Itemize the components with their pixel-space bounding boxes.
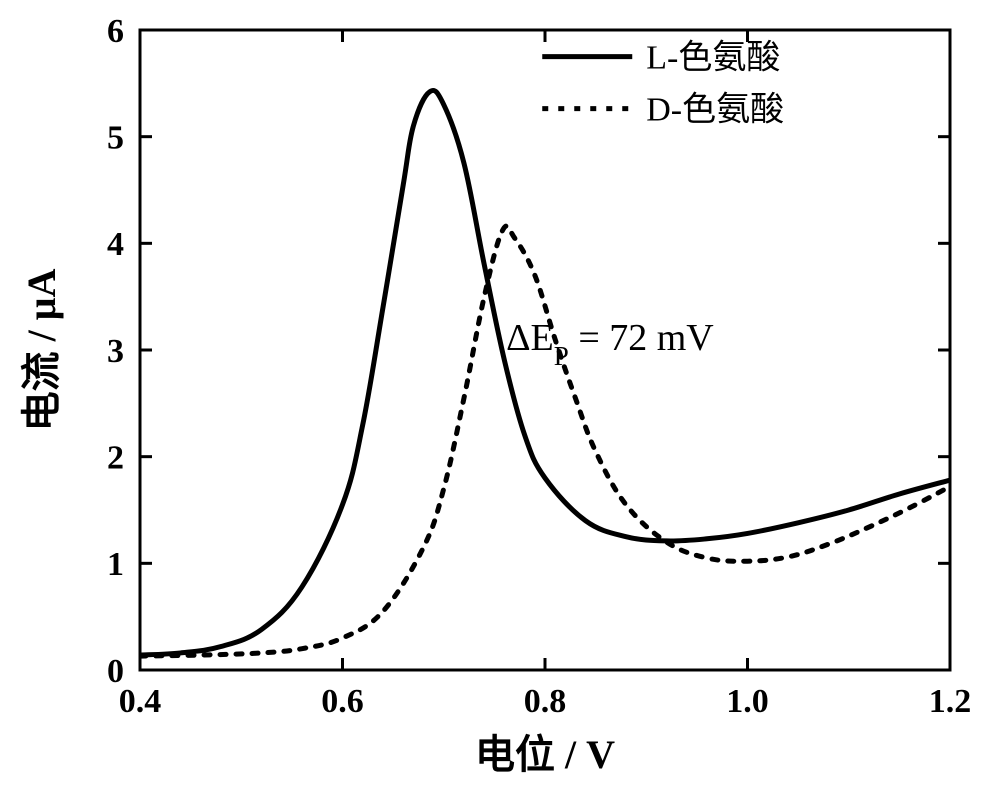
y-tick-label: 3 [107,333,124,370]
y-tick-label: 2 [107,440,124,477]
legend-label: L-色氨酸 [646,39,780,77]
y-tick-label: 4 [107,226,124,263]
x-tick-label: 0.6 [321,683,364,720]
x-tick-label: 1.2 [929,683,972,720]
chart-background [0,0,1000,797]
y-axis-label: 电流 / μA [19,269,64,432]
x-tick-label: 1.0 [726,683,769,720]
legend-label: D-色氨酸 [646,91,784,129]
x-tick-label: 0.8 [524,683,567,720]
y-tick-label: 5 [107,120,124,157]
line-chart: 0.4 0.6 0.8 1.0 1.2 0 1 2 3 4 5 6 电位 / V 电流 / μA L-色氨酸… [0,0,1000,797]
y-tick-label: 0 [107,653,124,690]
y-tick-label: 6 [107,13,124,50]
x-axis-label: 电位 / V [475,732,615,777]
x-tick-label: 0.4 [119,683,162,720]
y-tick-label: 1 [107,546,124,583]
